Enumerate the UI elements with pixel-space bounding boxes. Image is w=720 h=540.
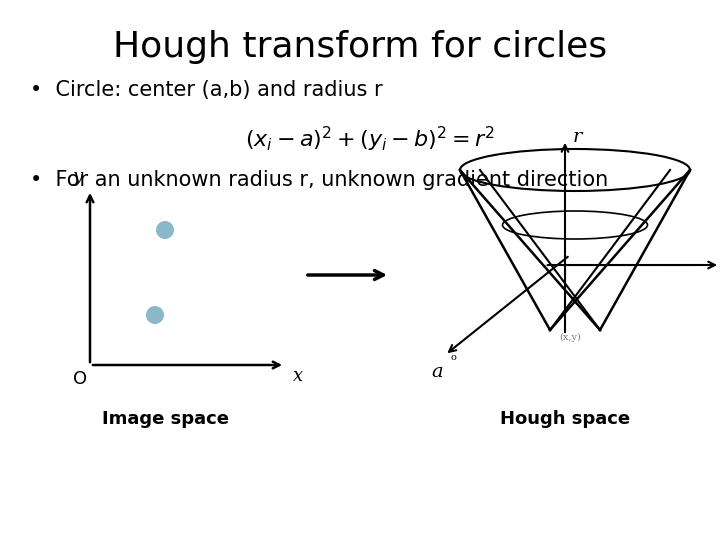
Text: r: r xyxy=(573,128,582,146)
Text: y: y xyxy=(73,168,83,186)
Text: (x,y): (x,y) xyxy=(559,333,581,342)
Text: Hough transform for circles: Hough transform for circles xyxy=(113,30,607,64)
Text: x: x xyxy=(293,367,303,385)
Text: Hough space: Hough space xyxy=(500,410,630,428)
Text: O: O xyxy=(73,370,87,388)
Text: •  Circle: center (a,b) and radius r: • Circle: center (a,b) and radius r xyxy=(30,80,382,100)
Text: •  For an unknown radius r, unknown gradient direction: • For an unknown radius r, unknown gradi… xyxy=(30,170,608,190)
Text: o: o xyxy=(450,353,456,362)
Circle shape xyxy=(156,221,174,239)
Text: $(x_i - a)^2 + (y_i - b)^2 = r^2$: $(x_i - a)^2 + (y_i - b)^2 = r^2$ xyxy=(245,125,495,154)
Text: Image space: Image space xyxy=(102,410,228,428)
Text: a: a xyxy=(431,363,443,381)
Circle shape xyxy=(146,306,164,324)
